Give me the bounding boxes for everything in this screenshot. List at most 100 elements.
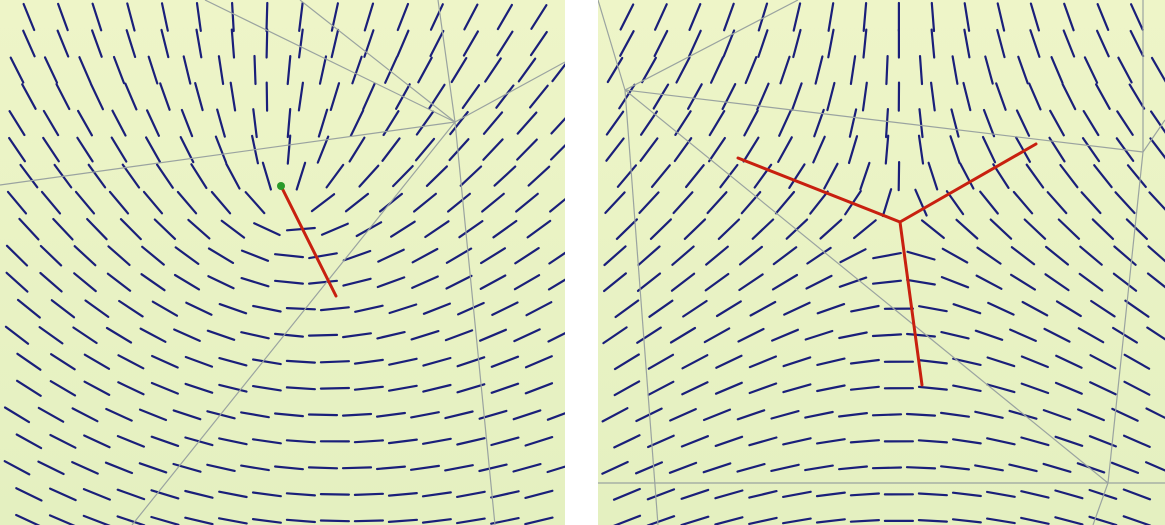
mesh-edge xyxy=(624,89,1109,484)
director-segment xyxy=(1054,516,1084,525)
director-segment xyxy=(1149,110,1165,134)
director-segment xyxy=(530,4,548,30)
director-segment xyxy=(252,304,282,313)
director-segment xyxy=(952,303,982,315)
director-segment xyxy=(1010,273,1036,291)
director-segment xyxy=(827,2,835,32)
director-segment xyxy=(614,299,640,319)
director-segment xyxy=(1020,382,1050,395)
director-segment xyxy=(819,218,843,240)
director-segment xyxy=(743,109,759,137)
director-segment xyxy=(184,382,214,394)
director-segment xyxy=(605,137,625,162)
director-segment xyxy=(524,436,554,447)
director-segment xyxy=(917,492,948,497)
director-segment xyxy=(479,328,507,342)
director-segment xyxy=(42,136,60,163)
director-segment xyxy=(872,252,902,260)
director-segment xyxy=(547,278,565,291)
director-segment xyxy=(1057,218,1081,240)
director-segment xyxy=(390,220,416,238)
director-segment xyxy=(1077,327,1105,344)
director-segment xyxy=(318,55,328,85)
director-segment xyxy=(444,329,474,342)
director-segment xyxy=(615,218,639,240)
director-segment xyxy=(118,299,144,318)
director-segment xyxy=(344,192,370,213)
director-segment xyxy=(714,516,744,525)
mesh-edge xyxy=(1092,482,1109,525)
director-segment xyxy=(613,353,640,371)
director-segment xyxy=(285,518,316,524)
director-segment xyxy=(104,461,134,475)
director-segment xyxy=(225,162,241,190)
director-segment xyxy=(341,466,373,470)
director-segment xyxy=(736,463,766,473)
director-segment xyxy=(341,412,373,417)
director-segment xyxy=(737,327,765,343)
director-segment xyxy=(376,276,406,289)
field-background xyxy=(598,0,1165,525)
director-segment xyxy=(8,136,26,163)
director-segment xyxy=(1029,2,1040,32)
director-segment xyxy=(351,55,363,85)
director-segment xyxy=(618,83,636,110)
director-segment xyxy=(151,354,179,369)
director-segment xyxy=(172,409,202,421)
director-segment xyxy=(150,435,180,447)
director-segment xyxy=(265,28,269,59)
director-segment xyxy=(72,326,98,345)
director-segment xyxy=(955,218,979,240)
director-segment xyxy=(613,514,642,525)
director-segment xyxy=(524,489,554,499)
director-segment xyxy=(388,357,418,366)
director-segment xyxy=(704,272,730,292)
director-segment xyxy=(1081,137,1101,163)
director-segment xyxy=(1112,272,1138,292)
director-segment xyxy=(707,136,727,163)
director-segment xyxy=(108,190,130,215)
director-segment xyxy=(78,56,92,85)
director-segment xyxy=(1123,353,1151,370)
director-segment xyxy=(353,358,384,365)
director-segment xyxy=(415,110,435,136)
director-segment xyxy=(952,438,982,445)
director-segment xyxy=(16,298,41,319)
director-segment xyxy=(653,3,668,31)
director-segment xyxy=(526,219,552,239)
director-segment xyxy=(806,246,832,265)
director-segment xyxy=(353,492,384,496)
defect-branch xyxy=(898,220,924,387)
director-segment xyxy=(606,56,624,84)
director-segment xyxy=(772,246,798,266)
director-segment xyxy=(1089,354,1117,370)
director-segment xyxy=(87,163,107,189)
director-segment xyxy=(703,327,731,344)
director-segment xyxy=(147,55,159,85)
director-segment xyxy=(748,516,778,525)
director-segment xyxy=(392,165,414,188)
director-segment xyxy=(757,2,769,32)
director-segment xyxy=(8,110,26,137)
director-segment xyxy=(160,28,170,59)
director-segment xyxy=(1122,434,1151,448)
director-segment xyxy=(995,82,1007,111)
director-segment xyxy=(56,2,69,32)
director-segment xyxy=(413,192,437,213)
director-segment xyxy=(549,197,565,213)
director-segment xyxy=(1015,109,1031,137)
director-segment xyxy=(647,380,675,396)
director-segment xyxy=(195,28,203,59)
director-segment xyxy=(424,220,450,239)
director-segment xyxy=(782,356,812,368)
director-segment xyxy=(848,108,858,138)
director-segment xyxy=(482,111,504,135)
director-segment xyxy=(207,275,235,290)
director-segment xyxy=(342,277,372,287)
director-segment xyxy=(1020,355,1049,369)
director-segment xyxy=(429,3,444,31)
director-segment xyxy=(549,144,565,161)
director-segment xyxy=(859,161,871,191)
director-segment xyxy=(285,439,316,444)
director-segment xyxy=(274,279,304,285)
